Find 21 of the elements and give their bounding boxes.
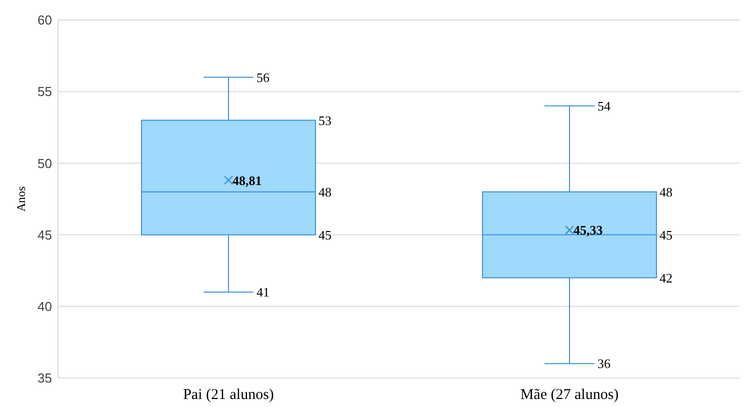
text: 41: [256, 284, 270, 300]
text: 36: [598, 356, 610, 372]
text: 45: [318, 227, 332, 242]
text: 42: [659, 270, 672, 286]
x-tick-label: Mãe (27 alunos): [520, 387, 619, 403]
y-tick-label: 55: [38, 84, 52, 100]
text: 53: [318, 112, 332, 128]
text: 45,33: [574, 222, 603, 238]
y-axis-title: Anos: [14, 186, 28, 212]
text: 45: [659, 227, 672, 242]
text: 48: [318, 184, 332, 200]
y-tick-label: 60: [38, 12, 52, 28]
y-tick-label: 35: [38, 370, 52, 386]
text: 56: [256, 70, 270, 85]
text: 48,81: [232, 172, 262, 188]
x-tick-label: Pai (21 alunos): [183, 387, 274, 403]
text: 54: [598, 98, 610, 114]
y-tick-label: 50: [38, 156, 52, 171]
y-tick-label: 45: [38, 227, 52, 242]
y-tick-label: 40: [38, 298, 52, 314]
text: 48: [659, 184, 672, 200]
